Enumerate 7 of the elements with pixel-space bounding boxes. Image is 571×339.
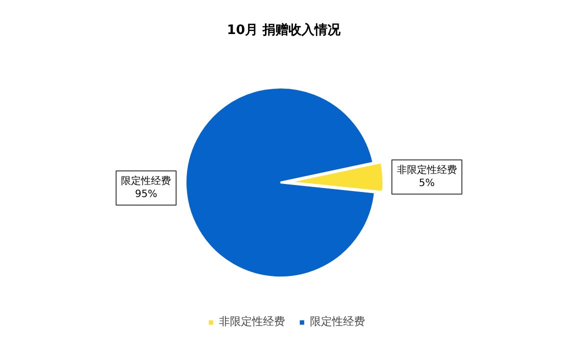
slice-label: 非限定性经费	[396, 164, 457, 176]
data-label: 95%	[135, 189, 158, 200]
legend-label: 非限定性经费	[219, 314, 285, 329]
slice-label: 限定性经费	[121, 174, 172, 187]
data-label: 5%	[418, 178, 435, 190]
chart-title: 10月 捐赠收入情况	[226, 22, 342, 38]
legend-label: 限定性经费	[310, 314, 365, 329]
